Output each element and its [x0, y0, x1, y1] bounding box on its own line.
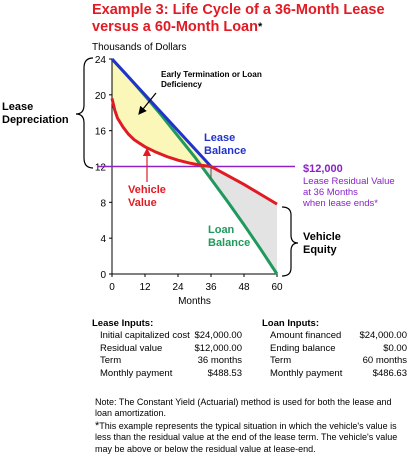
input-label: Term	[270, 355, 292, 367]
title-line-2: versus a 60-Month Loan	[92, 19, 258, 35]
vehicle-value-label-2: Value	[128, 197, 157, 209]
input-row: Term 60 months	[262, 355, 407, 367]
input-row: Monthly payment $486.63	[262, 368, 407, 380]
x-tick-label: 24	[172, 282, 184, 293]
lease-balance-line	[110, 57, 213, 168]
input-value: $24,000.00	[194, 330, 242, 342]
footnote: *This example represents the typical sit…	[95, 420, 407, 455]
vehicle-equity-brace	[281, 206, 299, 277]
y-tick-label: 8	[100, 198, 106, 209]
input-value: $24,000.00	[359, 330, 407, 342]
loan-inputs-table: Loan Inputs: Amount financed $24,000.00 En…	[262, 318, 407, 380]
y-tick-label: 4	[100, 234, 106, 245]
y-axis-label: Thousands of Dollars	[92, 42, 187, 53]
y-tick-label: 12	[95, 163, 107, 174]
input-label: Term	[100, 355, 122, 367]
x-axis-label: Months	[178, 296, 211, 307]
residual-amount-label: $12,000	[303, 163, 343, 175]
y-tick-label: 20	[95, 91, 107, 102]
input-row: Ending balance $0.00	[262, 343, 407, 355]
lease-inputs-heading: Lease Inputs:	[92, 318, 154, 329]
x-tick-label: 12	[139, 282, 151, 293]
x-tick-label: 48	[238, 282, 250, 293]
chart-title: Example 3: Life Cycle of a 36-Month Leas…	[92, 2, 385, 36]
input-row: Initial capitalized cost $24,000.00	[92, 330, 242, 342]
input-label: Residual value	[100, 342, 163, 354]
x-tick-label: 0	[109, 282, 115, 293]
input-value: $12,000.00	[194, 342, 242, 354]
input-label: Amount financed	[270, 330, 342, 342]
lease-balance-label-2: Balance	[204, 145, 246, 157]
y-tick-label: 0	[100, 270, 106, 281]
early-termination-arrow	[138, 92, 157, 115]
vehicle-equity-label-2: Equity	[303, 244, 337, 256]
loan-inputs-heading: Loan Inputs:	[262, 318, 319, 329]
input-value: $486.63	[372, 367, 407, 379]
title-line-1: Example 3: Life Cycle of a 36-Month Leas…	[92, 2, 385, 18]
residual-label-3: when lease ends*	[302, 198, 378, 209]
y-tick-label: 16	[95, 127, 107, 138]
loan-balance-label-1: Loan	[208, 224, 235, 236]
lease-depreciation-label-2: Depreciation	[2, 114, 69, 126]
methodology-note: Note: The Constant Yield (Actuarial) met…	[95, 397, 392, 419]
input-value: $488.53	[207, 367, 242, 379]
early-termination-label-1: Early Termination or Loan	[161, 70, 262, 79]
input-row: Residual value $12,000.00	[92, 343, 242, 355]
lease-balance-label-1: Lease	[204, 132, 235, 144]
x-tick-label: 60	[271, 282, 283, 293]
input-row: Term 36 months	[92, 355, 242, 367]
input-value: 60 months	[362, 355, 407, 367]
input-label: Monthly payment	[100, 367, 173, 379]
residual-label-1: Lease Residual Value	[303, 176, 395, 187]
input-label: Initial capitalized cost	[100, 330, 190, 342]
input-value: 36 months	[197, 355, 242, 367]
input-label: Monthly payment	[270, 367, 343, 379]
input-row: Amount financed $24,000.00	[262, 330, 407, 342]
footnote-marker: *	[95, 420, 100, 432]
residual-label-2: at 36 Months	[303, 187, 358, 198]
lease-depreciation-label-1: Lease	[2, 101, 33, 113]
footnote-text: This example represents the typical situ…	[95, 421, 398, 454]
input-label: Ending balance	[270, 342, 336, 354]
input-value: $0.00	[383, 342, 407, 354]
lease-depreciation-brace	[75, 57, 94, 169]
vehicle-value-label-1: Vehicle	[128, 184, 166, 196]
title-footnote-marker: *	[257, 21, 263, 33]
vehicle-equity-label-1: Vehicle	[303, 231, 341, 243]
input-row: Monthly payment $488.53	[92, 368, 242, 380]
y-tick-label: 24	[95, 55, 107, 66]
loan-balance-label-2: Balance	[208, 237, 250, 249]
lease-inputs-table: Lease Inputs: Initial capitalized cost $2…	[92, 318, 242, 380]
early-termination-label-2: Deficiency	[161, 80, 202, 89]
vehicle-value-line	[110, 98, 278, 206]
x-tick-label: 36	[205, 282, 217, 293]
